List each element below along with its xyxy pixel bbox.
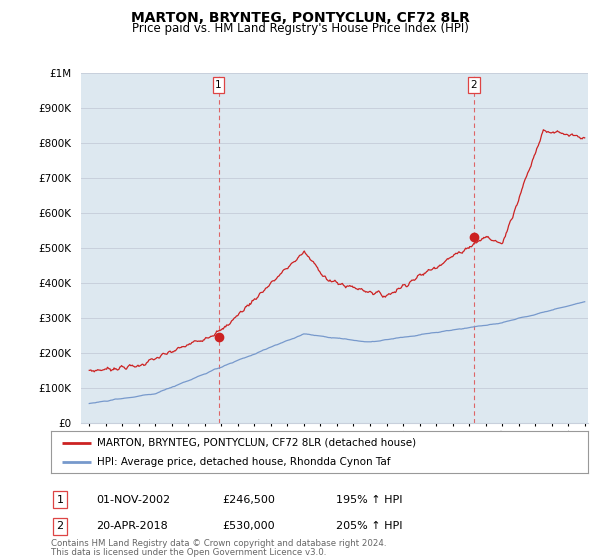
Text: 1: 1 [215,80,222,90]
Text: 1: 1 [56,494,64,505]
Text: Contains HM Land Registry data © Crown copyright and database right 2024.: Contains HM Land Registry data © Crown c… [51,539,386,548]
Text: HPI: Average price, detached house, Rhondda Cynon Taf: HPI: Average price, detached house, Rhon… [97,457,390,467]
Text: 205% ↑ HPI: 205% ↑ HPI [336,521,403,531]
Text: MARTON, BRYNTEG, PONTYCLUN, CF72 8LR (detached house): MARTON, BRYNTEG, PONTYCLUN, CF72 8LR (de… [97,437,416,447]
Text: 195% ↑ HPI: 195% ↑ HPI [336,494,403,505]
Text: 01-NOV-2002: 01-NOV-2002 [96,494,170,505]
Text: Price paid vs. HM Land Registry's House Price Index (HPI): Price paid vs. HM Land Registry's House … [131,22,469,35]
Text: MARTON, BRYNTEG, PONTYCLUN, CF72 8LR: MARTON, BRYNTEG, PONTYCLUN, CF72 8LR [131,11,469,25]
Text: 20-APR-2018: 20-APR-2018 [96,521,168,531]
Text: £246,500: £246,500 [222,494,275,505]
Text: 2: 2 [471,80,478,90]
Text: £530,000: £530,000 [222,521,275,531]
Text: 2: 2 [56,521,64,531]
Text: This data is licensed under the Open Government Licence v3.0.: This data is licensed under the Open Gov… [51,548,326,557]
